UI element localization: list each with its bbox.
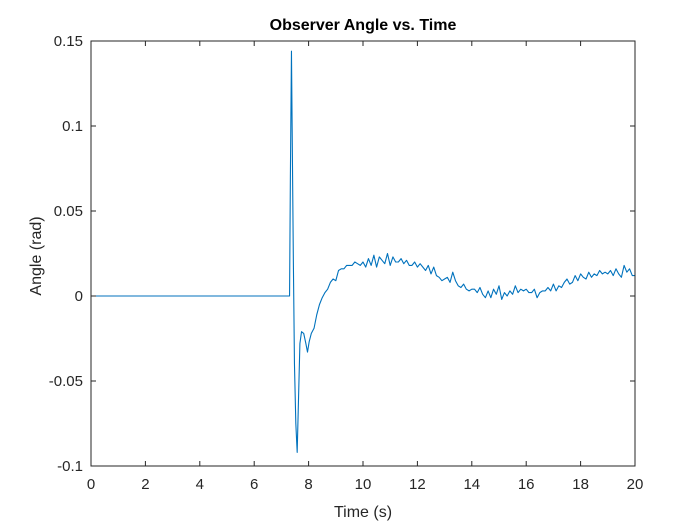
x-tick-label: 18 (572, 476, 589, 493)
y-tick-label: 0.15 (54, 33, 83, 50)
x-tick-label: 0 (87, 476, 95, 493)
x-tick-label: 4 (196, 476, 204, 493)
chart-title: Observer Angle vs. Time (270, 17, 457, 34)
y-axis: -0.1 -0.05 0 0.05 0.1 0.15 (49, 33, 635, 475)
y-tick-label: 0.05 (54, 203, 83, 220)
y-axis-label: Angle (rad) (28, 216, 45, 295)
x-tick-label: 6 (250, 476, 258, 493)
y-tick-label: 0 (75, 288, 83, 305)
x-tick-label: 2 (141, 476, 149, 493)
plot-area (91, 41, 635, 466)
x-tick-label: 12 (409, 476, 426, 493)
series-layer (90, 50, 636, 453)
x-tick-label: 20 (627, 476, 644, 493)
x-tick-label: 14 (463, 476, 480, 493)
y-tick-label: 0.1 (62, 118, 83, 135)
y-tick-label: -0.05 (49, 373, 83, 390)
x-axis-label: Time (s) (334, 504, 392, 521)
y-tick-label: -0.1 (57, 458, 83, 475)
x-tick-label: 8 (304, 476, 312, 493)
x-axis: 0 2 4 6 8 10 12 14 16 18 20 (87, 41, 644, 493)
x-tick-label: 10 (355, 476, 372, 493)
x-tick-label: 16 (518, 476, 535, 493)
series-line-1 (90, 50, 636, 453)
